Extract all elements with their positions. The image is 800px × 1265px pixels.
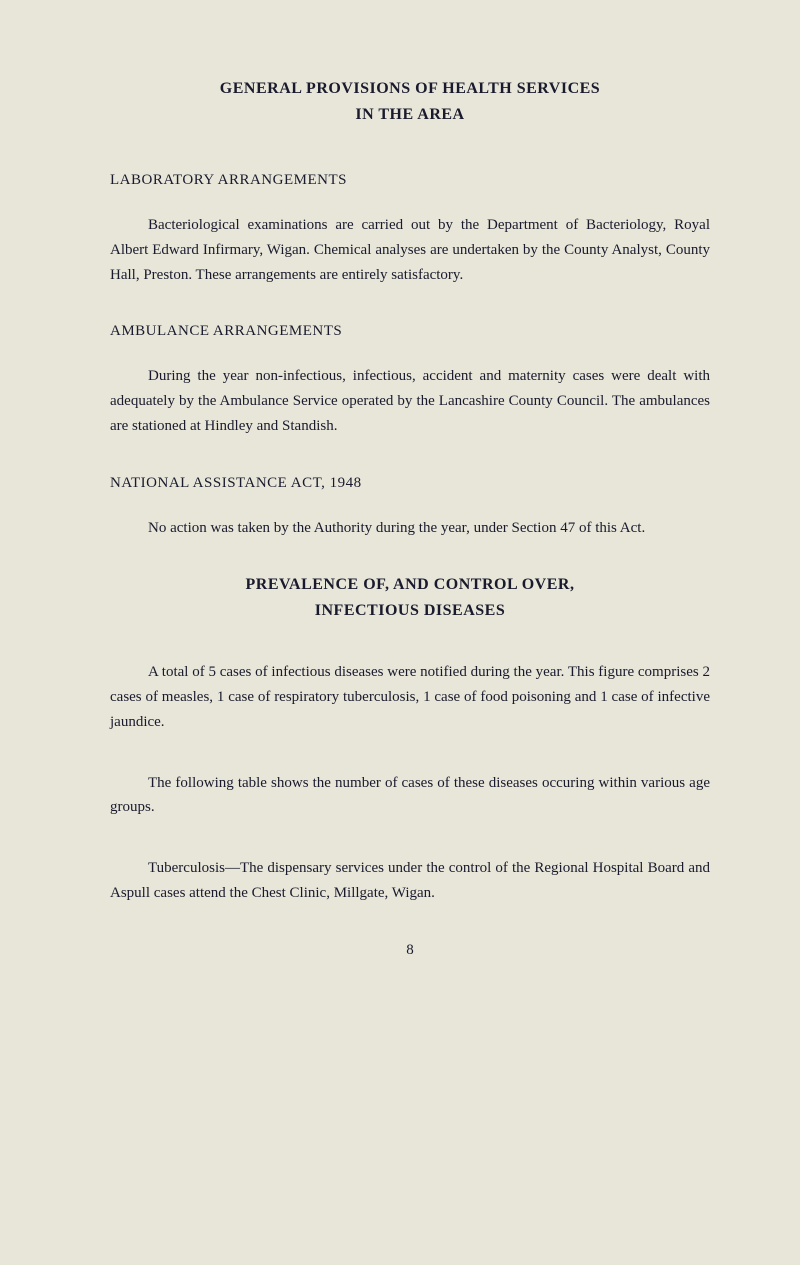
- heading-infectious: INFECTIOUS DISEASES: [110, 602, 710, 620]
- heading-prevalence: PREVALENCE OF, AND CONTROL OVER,: [110, 576, 710, 594]
- paragraph-table-intro: The following table shows the number of …: [110, 771, 710, 821]
- paragraph-tuberculosis: Tuberculosis—The dispensary services und…: [110, 856, 710, 906]
- document-subtitle: IN THE AREA: [110, 106, 710, 124]
- paragraph-laboratory: Bacteriological examinations are carried…: [110, 213, 710, 287]
- page-number: 8: [110, 942, 710, 959]
- section-heading-ambulance: AMBULANCE ARRANGEMENTS: [110, 323, 710, 340]
- section-heading-national: NATIONAL ASSISTANCE ACT, 1948: [110, 475, 710, 492]
- paragraph-ambulance: During the year non-infectious, infectio…: [110, 364, 710, 438]
- section-heading-laboratory: LABORATORY ARRANGEMENTS: [110, 172, 710, 189]
- paragraph-national: No action was taken by the Authority dur…: [110, 516, 710, 541]
- document-title: GENERAL PROVISIONS OF HEALTH SERVICES: [110, 80, 710, 98]
- paragraph-total-cases: A total of 5 cases of infectious disease…: [110, 660, 710, 734]
